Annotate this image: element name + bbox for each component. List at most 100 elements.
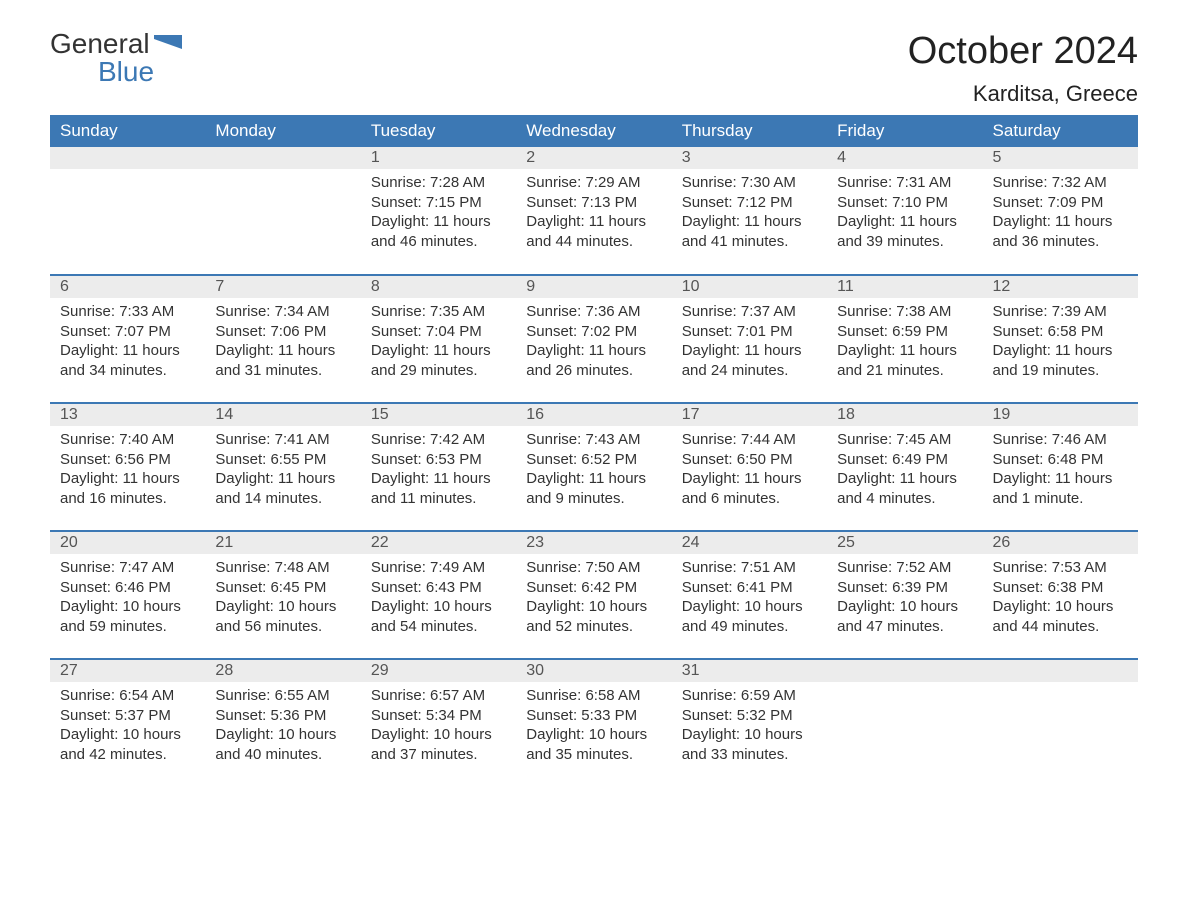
sunrise-line: Sunrise: 6:55 AM bbox=[215, 686, 350, 706]
location-label: Karditsa, Greece bbox=[908, 81, 1138, 107]
day-number: 30 bbox=[516, 660, 671, 682]
day-number: 20 bbox=[50, 532, 205, 554]
flag-icon bbox=[154, 30, 182, 58]
calendar-day-cell: 9Sunrise: 7:36 AMSunset: 7:02 PMDaylight… bbox=[516, 275, 671, 403]
calendar-day-cell: 21Sunrise: 7:48 AMSunset: 6:45 PMDayligh… bbox=[205, 531, 360, 659]
sunset-line: Sunset: 6:39 PM bbox=[837, 578, 972, 598]
daylight-line: Daylight: 11 hours and 11 minutes. bbox=[371, 469, 506, 508]
daylight-line: Daylight: 11 hours and 16 minutes. bbox=[60, 469, 195, 508]
daylight-line: Daylight: 11 hours and 34 minutes. bbox=[60, 341, 195, 380]
title-block: October 2024 Karditsa, Greece bbox=[908, 30, 1138, 107]
sunset-line: Sunset: 7:07 PM bbox=[60, 322, 195, 342]
calendar-week-row: 20Sunrise: 7:47 AMSunset: 6:46 PMDayligh… bbox=[50, 531, 1138, 659]
calendar-day-cell bbox=[827, 659, 982, 787]
day-number: 9 bbox=[516, 276, 671, 298]
daylight-line: Daylight: 10 hours and 56 minutes. bbox=[215, 597, 350, 636]
month-title: October 2024 bbox=[908, 30, 1138, 73]
day-body: Sunrise: 7:47 AMSunset: 6:46 PMDaylight:… bbox=[50, 554, 205, 644]
day-number: 8 bbox=[361, 276, 516, 298]
day-body: Sunrise: 7:36 AMSunset: 7:02 PMDaylight:… bbox=[516, 298, 671, 388]
calendar-day-cell: 5Sunrise: 7:32 AMSunset: 7:09 PMDaylight… bbox=[983, 147, 1138, 275]
calendar-week-row: 27Sunrise: 6:54 AMSunset: 5:37 PMDayligh… bbox=[50, 659, 1138, 787]
day-number: 14 bbox=[205, 404, 360, 426]
day-body: Sunrise: 7:31 AMSunset: 7:10 PMDaylight:… bbox=[827, 169, 982, 259]
day-body: Sunrise: 7:48 AMSunset: 6:45 PMDaylight:… bbox=[205, 554, 360, 644]
logo-text-top: General bbox=[50, 30, 150, 58]
day-number: 6 bbox=[50, 276, 205, 298]
day-number: 18 bbox=[827, 404, 982, 426]
day-body: Sunrise: 7:42 AMSunset: 6:53 PMDaylight:… bbox=[361, 426, 516, 516]
weekday-header: Friday bbox=[827, 115, 982, 147]
day-number: 27 bbox=[50, 660, 205, 682]
sunset-line: Sunset: 6:46 PM bbox=[60, 578, 195, 598]
day-number: 3 bbox=[672, 147, 827, 169]
day-number-empty bbox=[983, 660, 1138, 682]
sunrise-line: Sunrise: 7:42 AM bbox=[371, 430, 506, 450]
sunrise-line: Sunrise: 7:34 AM bbox=[215, 302, 350, 322]
page-header: General Blue October 2024 Karditsa, Gree… bbox=[50, 30, 1138, 107]
sunset-line: Sunset: 6:42 PM bbox=[526, 578, 661, 598]
day-number: 16 bbox=[516, 404, 671, 426]
day-number-empty bbox=[205, 147, 360, 169]
day-body: Sunrise: 7:39 AMSunset: 6:58 PMDaylight:… bbox=[983, 298, 1138, 388]
sunrise-line: Sunrise: 7:32 AM bbox=[993, 173, 1128, 193]
weekday-header: Monday bbox=[205, 115, 360, 147]
day-body: Sunrise: 7:33 AMSunset: 7:07 PMDaylight:… bbox=[50, 298, 205, 388]
day-number: 31 bbox=[672, 660, 827, 682]
day-number: 13 bbox=[50, 404, 205, 426]
calendar-week-row: 13Sunrise: 7:40 AMSunset: 6:56 PMDayligh… bbox=[50, 403, 1138, 531]
calendar-day-cell bbox=[983, 659, 1138, 787]
sunset-line: Sunset: 6:52 PM bbox=[526, 450, 661, 470]
sunset-line: Sunset: 6:56 PM bbox=[60, 450, 195, 470]
calendar-day-cell: 2Sunrise: 7:29 AMSunset: 7:13 PMDaylight… bbox=[516, 147, 671, 275]
sunset-line: Sunset: 6:38 PM bbox=[993, 578, 1128, 598]
sunrise-line: Sunrise: 7:44 AM bbox=[682, 430, 817, 450]
sunrise-line: Sunrise: 7:33 AM bbox=[60, 302, 195, 322]
weekday-header: Wednesday bbox=[516, 115, 671, 147]
daylight-line: Daylight: 11 hours and 44 minutes. bbox=[526, 212, 661, 251]
day-body: Sunrise: 7:50 AMSunset: 6:42 PMDaylight:… bbox=[516, 554, 671, 644]
day-body: Sunrise: 7:40 AMSunset: 6:56 PMDaylight:… bbox=[50, 426, 205, 516]
calendar-day-cell: 1Sunrise: 7:28 AMSunset: 7:15 PMDaylight… bbox=[361, 147, 516, 275]
sunset-line: Sunset: 6:43 PM bbox=[371, 578, 506, 598]
daylight-line: Daylight: 10 hours and 35 minutes. bbox=[526, 725, 661, 764]
daylight-line: Daylight: 11 hours and 14 minutes. bbox=[215, 469, 350, 508]
calendar-day-cell: 16Sunrise: 7:43 AMSunset: 6:52 PMDayligh… bbox=[516, 403, 671, 531]
daylight-line: Daylight: 11 hours and 24 minutes. bbox=[682, 341, 817, 380]
day-body: Sunrise: 6:58 AMSunset: 5:33 PMDaylight:… bbox=[516, 682, 671, 772]
day-body: Sunrise: 7:38 AMSunset: 6:59 PMDaylight:… bbox=[827, 298, 982, 388]
calendar-day-cell: 23Sunrise: 7:50 AMSunset: 6:42 PMDayligh… bbox=[516, 531, 671, 659]
sunrise-line: Sunrise: 7:28 AM bbox=[371, 173, 506, 193]
sunrise-line: Sunrise: 7:49 AM bbox=[371, 558, 506, 578]
day-body: Sunrise: 7:37 AMSunset: 7:01 PMDaylight:… bbox=[672, 298, 827, 388]
sunset-line: Sunset: 7:04 PM bbox=[371, 322, 506, 342]
sunset-line: Sunset: 6:59 PM bbox=[837, 322, 972, 342]
calendar-day-cell: 13Sunrise: 7:40 AMSunset: 6:56 PMDayligh… bbox=[50, 403, 205, 531]
day-body: Sunrise: 7:52 AMSunset: 6:39 PMDaylight:… bbox=[827, 554, 982, 644]
day-number: 10 bbox=[672, 276, 827, 298]
logo-text-bottom: Blue bbox=[98, 58, 182, 86]
calendar-day-cell: 14Sunrise: 7:41 AMSunset: 6:55 PMDayligh… bbox=[205, 403, 360, 531]
day-body: Sunrise: 7:35 AMSunset: 7:04 PMDaylight:… bbox=[361, 298, 516, 388]
calendar-day-cell: 8Sunrise: 7:35 AMSunset: 7:04 PMDaylight… bbox=[361, 275, 516, 403]
sunset-line: Sunset: 5:34 PM bbox=[371, 706, 506, 726]
daylight-line: Daylight: 10 hours and 33 minutes. bbox=[682, 725, 817, 764]
day-number: 21 bbox=[205, 532, 360, 554]
calendar-day-cell bbox=[50, 147, 205, 275]
day-body: Sunrise: 7:43 AMSunset: 6:52 PMDaylight:… bbox=[516, 426, 671, 516]
day-body: Sunrise: 6:55 AMSunset: 5:36 PMDaylight:… bbox=[205, 682, 360, 772]
calendar-day-cell: 12Sunrise: 7:39 AMSunset: 6:58 PMDayligh… bbox=[983, 275, 1138, 403]
sunrise-line: Sunrise: 6:59 AM bbox=[682, 686, 817, 706]
daylight-line: Daylight: 11 hours and 21 minutes. bbox=[837, 341, 972, 380]
sunrise-line: Sunrise: 7:36 AM bbox=[526, 302, 661, 322]
day-body: Sunrise: 6:57 AMSunset: 5:34 PMDaylight:… bbox=[361, 682, 516, 772]
logo: General Blue bbox=[50, 30, 182, 86]
sunset-line: Sunset: 5:36 PM bbox=[215, 706, 350, 726]
sunrise-line: Sunrise: 7:48 AM bbox=[215, 558, 350, 578]
calendar-day-cell: 10Sunrise: 7:37 AMSunset: 7:01 PMDayligh… bbox=[672, 275, 827, 403]
sunset-line: Sunset: 7:06 PM bbox=[215, 322, 350, 342]
sunset-line: Sunset: 6:55 PM bbox=[215, 450, 350, 470]
day-body: Sunrise: 7:29 AMSunset: 7:13 PMDaylight:… bbox=[516, 169, 671, 259]
calendar-day-cell: 22Sunrise: 7:49 AMSunset: 6:43 PMDayligh… bbox=[361, 531, 516, 659]
day-number: 19 bbox=[983, 404, 1138, 426]
